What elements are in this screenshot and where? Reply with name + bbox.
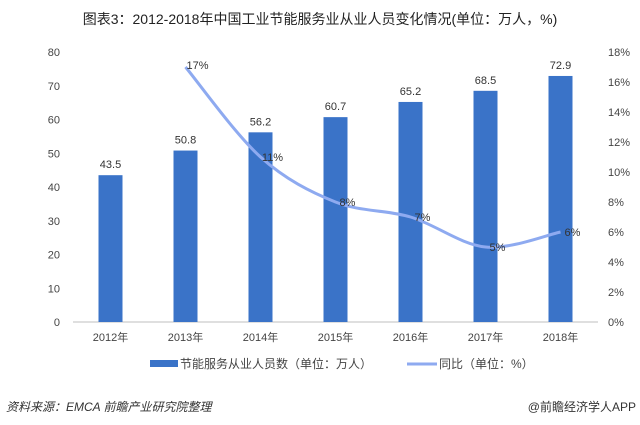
line-data-label: 6% xyxy=(565,227,581,239)
line-series-path xyxy=(184,66,561,249)
bar xyxy=(473,90,498,322)
right-y-tick-label: 12% xyxy=(608,137,630,149)
bar xyxy=(173,150,198,322)
right-y-tick-label: 6% xyxy=(608,227,624,239)
left-y-tick-label: 40 xyxy=(48,182,60,194)
bar-data-label: 50.8 xyxy=(175,135,196,147)
x-tick-label: 2012年 xyxy=(93,330,128,344)
right-y-tick-label: 18% xyxy=(608,47,630,59)
line-data-label: 8% xyxy=(340,197,356,209)
legend-line-label: 同比（单位：%） xyxy=(439,356,534,371)
left-y-tick-label: 80 xyxy=(48,47,60,59)
right-y-tick-label: 2% xyxy=(608,287,624,299)
x-tick-label: 2015年 xyxy=(318,330,353,344)
line-data-label: 7% xyxy=(415,212,431,224)
bar-data-label: 68.5 xyxy=(475,75,496,87)
right-y-tick-label: 14% xyxy=(608,107,630,119)
left-y-tick-label: 10 xyxy=(48,283,60,295)
x-tick-label: 2014年 xyxy=(243,330,278,344)
line-data-label: 5% xyxy=(490,242,506,254)
credit-note: @前瞻经济学人APP xyxy=(527,400,636,414)
right-y-tick-label: 16% xyxy=(608,77,630,89)
x-tick-label: 2016年 xyxy=(393,330,428,344)
bar-data-label: 65.2 xyxy=(400,86,421,98)
legend-bar-swatch xyxy=(150,360,178,367)
x-tick-label: 2018年 xyxy=(543,330,578,344)
legend-bar-label: 节能服务从业人员数（单位：万人） xyxy=(180,356,372,371)
x-tick-label: 2013年 xyxy=(168,330,203,344)
chart-title: 图表3：2012-2018年中国工业节能服务业从业人员变化情况(单位：万人，%) xyxy=(82,11,558,27)
bar xyxy=(548,75,573,323)
left-y-tick-label: 20 xyxy=(48,250,60,262)
line-data-label: 17% xyxy=(186,60,208,72)
bar xyxy=(98,175,123,322)
left-y-tick-label: 60 xyxy=(48,115,60,127)
x-tick-label: 2017年 xyxy=(468,330,503,344)
bar xyxy=(323,117,348,322)
left-y-tick-label: 50 xyxy=(48,148,60,160)
left-y-tick-label: 30 xyxy=(48,216,60,228)
left-y-tick-label: 70 xyxy=(48,81,60,93)
right-y-tick-label: 10% xyxy=(608,167,630,179)
right-y-tick-label: 4% xyxy=(608,257,624,269)
right-y-tick-label: 8% xyxy=(608,197,624,209)
source-note: 资料来源：EMCA 前瞻产业研究院整理 xyxy=(6,400,212,414)
bar-data-label: 43.5 xyxy=(100,159,121,171)
bar-data-label: 56.2 xyxy=(250,116,271,128)
bar-data-label: 72.9 xyxy=(550,60,571,72)
line-data-label: 11% xyxy=(262,152,283,164)
right-y-tick-label: 0% xyxy=(608,317,624,329)
bar-data-label: 60.7 xyxy=(325,101,346,113)
left-y-tick-label: 0 xyxy=(54,317,60,329)
bar xyxy=(398,101,423,322)
